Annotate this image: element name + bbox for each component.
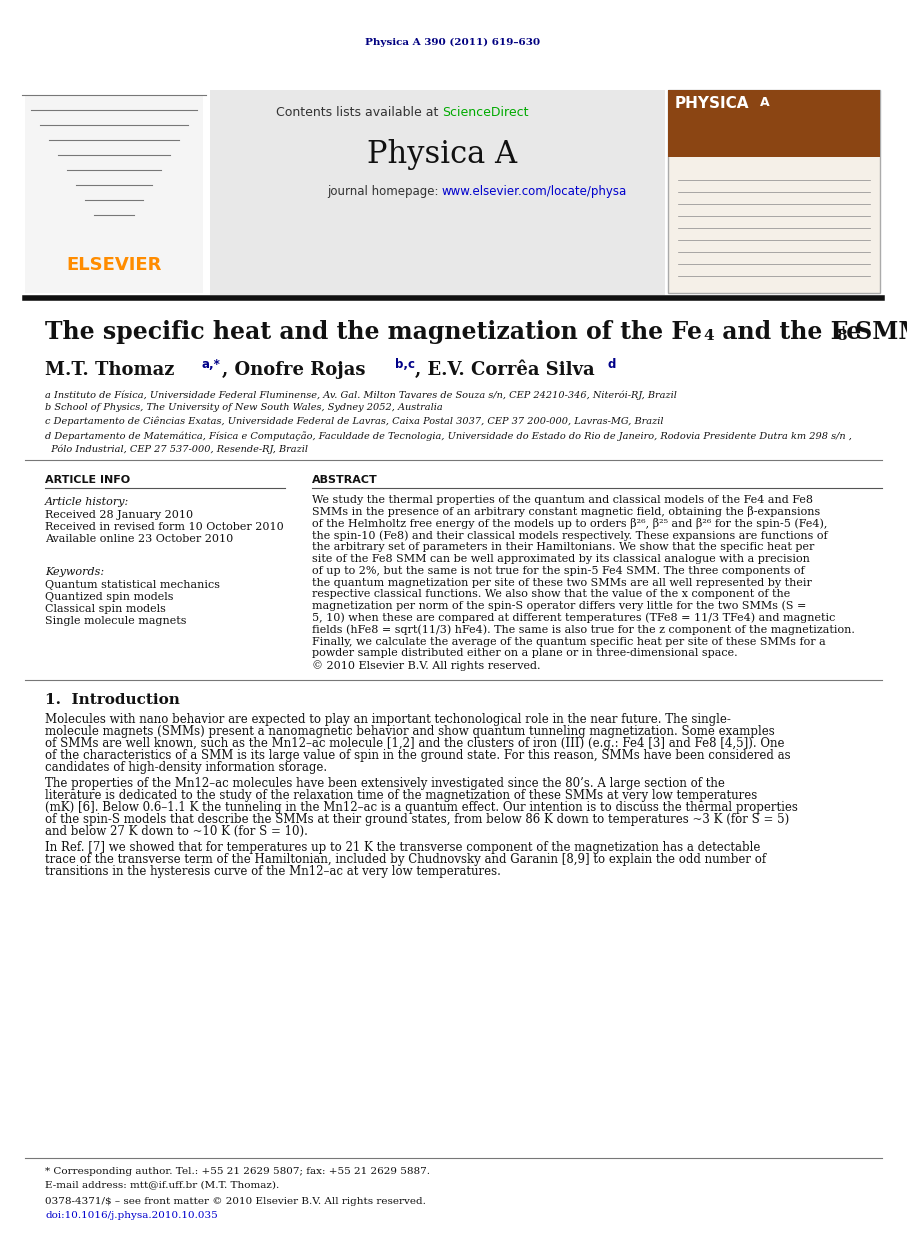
Text: magnetization per norm of the spin-S operator differs very little for the two SM: magnetization per norm of the spin-S ope… <box>312 600 806 612</box>
Text: and the Fe: and the Fe <box>714 319 862 344</box>
Text: In Ref. [7] we showed that for temperatures up to 21 K the transverse component : In Ref. [7] we showed that for temperatu… <box>45 842 760 854</box>
Text: Received in revised form 10 October 2010: Received in revised form 10 October 2010 <box>45 522 284 532</box>
Text: Molecules with nano behavior are expected to play an important techonological ro: Molecules with nano behavior are expecte… <box>45 713 731 727</box>
Text: PHYSICA: PHYSICA <box>675 95 749 110</box>
Text: SMMs: SMMs <box>847 319 907 344</box>
Text: respective classical functions. We also show that the value of the x component o: respective classical functions. We also … <box>312 589 790 599</box>
Text: E-mail address: mtt@if.uff.br (M.T. Thomaz).: E-mail address: mtt@if.uff.br (M.T. Thom… <box>45 1181 279 1190</box>
FancyBboxPatch shape <box>210 90 665 295</box>
Text: literature is dedicated to the study of the relaxation time of the magnetization: literature is dedicated to the study of … <box>45 790 757 802</box>
Text: 1.  Introduction: 1. Introduction <box>45 693 180 707</box>
Text: A: A <box>760 97 770 109</box>
FancyBboxPatch shape <box>668 90 880 157</box>
Text: Contents lists available at: Contents lists available at <box>276 105 442 119</box>
Text: ABSTRACT: ABSTRACT <box>312 475 377 485</box>
Text: of the spin-S models that describe the SMMs at their ground states, from below 8: of the spin-S models that describe the S… <box>45 813 789 826</box>
Text: (mK) [6]. Below 0.6–1.1 K the tunneling in the Mn12–ac is a quantum effect. Our : (mK) [6]. Below 0.6–1.1 K the tunneling … <box>45 801 798 815</box>
Text: of SMMs are well known, such as the Mn12–ac molecule [1,2] and the clusters of i: of SMMs are well known, such as the Mn12… <box>45 737 785 750</box>
Text: * Corresponding author. Tel.: +55 21 2629 5807; fax: +55 21 2629 5887.: * Corresponding author. Tel.: +55 21 262… <box>45 1167 430 1176</box>
Text: the arbitrary set of parameters in their Hamiltonians. We show that the specific: the arbitrary set of parameters in their… <box>312 542 814 552</box>
Text: ELSEVIER: ELSEVIER <box>66 256 161 274</box>
Text: transitions in the hysteresis curve of the Mn12–ac at very low temperatures.: transitions in the hysteresis curve of t… <box>45 865 501 878</box>
Text: 4: 4 <box>703 329 714 343</box>
Text: We study the thermal properties of the quantum and classical models of the Fe4 a: We study the thermal properties of the q… <box>312 495 813 505</box>
Text: M.T. Thomaz: M.T. Thomaz <box>45 361 180 379</box>
Text: and below 27 K down to ~10 K (for S = 10).: and below 27 K down to ~10 K (for S = 10… <box>45 825 307 838</box>
Text: Quantum statistical mechanics: Quantum statistical mechanics <box>45 579 220 591</box>
Text: of the Helmholtz free energy of the models up to orders β²⁶, β²⁵ and β²⁶ for the: of the Helmholtz free energy of the mode… <box>312 517 827 529</box>
FancyBboxPatch shape <box>25 95 203 293</box>
Text: d: d <box>608 359 617 371</box>
Text: Finally, we calculate the average of the quantum specific heat per site of these: Finally, we calculate the average of the… <box>312 636 825 646</box>
Text: Pólo Industrial, CEP 27 537-000, Resende-RJ, Brazil: Pólo Industrial, CEP 27 537-000, Resende… <box>45 444 308 454</box>
Text: b School of Physics, The University of New South Wales, Sydney 2052, Australia: b School of Physics, The University of N… <box>45 404 443 412</box>
Text: www.elsevier.com/locate/physa: www.elsevier.com/locate/physa <box>442 186 628 198</box>
Text: of the characteristics of a SMM is its large value of spin in the ground state. : of the characteristics of a SMM is its l… <box>45 749 791 761</box>
Text: a,*: a,* <box>202 359 221 371</box>
Text: Physica A 390 (2011) 619–630: Physica A 390 (2011) 619–630 <box>366 37 541 47</box>
Text: 5, 10) when these are compared at different temperatures (TFe8 = 11/3 TFe4) and : 5, 10) when these are compared at differ… <box>312 613 835 623</box>
Text: Article history:: Article history: <box>45 496 130 508</box>
Text: Physica A: Physica A <box>367 140 517 171</box>
Text: © 2010 Elsevier B.V. All rights reserved.: © 2010 Elsevier B.V. All rights reserved… <box>312 660 541 671</box>
Text: site of the Fe8 SMM can be well approximated by its classical analogue with a pr: site of the Fe8 SMM can be well approxim… <box>312 553 810 565</box>
Text: fields (hFe8 = sqrt(11/3) hFe4). The same is also true for the z component of th: fields (hFe8 = sqrt(11/3) hFe4). The sam… <box>312 624 855 635</box>
Text: journal homepage:: journal homepage: <box>327 186 442 198</box>
Text: doi:10.1016/j.physa.2010.10.035: doi:10.1016/j.physa.2010.10.035 <box>45 1211 218 1219</box>
Text: 8: 8 <box>836 329 846 343</box>
Text: Available online 23 October 2010: Available online 23 October 2010 <box>45 534 233 543</box>
Text: candidates of high-density information storage.: candidates of high-density information s… <box>45 760 327 774</box>
Text: , E.V. Corrêa Silva: , E.V. Corrêa Silva <box>415 360 600 379</box>
Text: SMMs in the presence of an arbitrary constant magnetic field, obtaining the β-ex: SMMs in the presence of an arbitrary con… <box>312 506 820 517</box>
Text: a Instituto de Física, Universidade Federal Fluminense, Av. Gal. Milton Tavares : a Instituto de Física, Universidade Fede… <box>45 390 677 400</box>
Text: Classical spin models: Classical spin models <box>45 604 166 614</box>
Text: The properties of the Mn12–ac molecules have been extensively investigated since: The properties of the Mn12–ac molecules … <box>45 777 725 791</box>
Text: powder sample distributed either on a plane or in three-dimensional space.: powder sample distributed either on a pl… <box>312 649 737 659</box>
Text: of up to 2%, but the same is not true for the spin-5 Fe4 SMM. The three componen: of up to 2%, but the same is not true fo… <box>312 566 805 576</box>
FancyBboxPatch shape <box>668 90 880 293</box>
Text: , Onofre Rojas: , Onofre Rojas <box>222 361 372 379</box>
Text: molecule magnets (SMMs) present a nanomagnetic behavior and show quantum tunneli: molecule magnets (SMMs) present a nanoma… <box>45 725 775 738</box>
Text: ARTICLE INFO: ARTICLE INFO <box>45 475 130 485</box>
Text: b,c: b,c <box>395 359 415 371</box>
Text: ScienceDirect: ScienceDirect <box>442 105 529 119</box>
Text: the spin-10 (Fe8) and their classical models respectively. These expansions are : the spin-10 (Fe8) and their classical mo… <box>312 530 827 541</box>
Text: trace of the transverse term of the Hamiltonian, included by Chudnovsky and Gara: trace of the transverse term of the Hami… <box>45 853 766 867</box>
Text: The specific heat and the magnetization of the Fe: The specific heat and the magnetization … <box>45 319 702 344</box>
Text: c Departamento de Ciências Exatas, Universidade Federal de Lavras, Caixa Postal : c Departamento de Ciências Exatas, Unive… <box>45 416 664 426</box>
Text: d Departamento de Matemática, Física e Computação, Faculdade de Tecnologia, Univ: d Departamento de Matemática, Física e C… <box>45 431 852 441</box>
Text: Single molecule magnets: Single molecule magnets <box>45 617 187 626</box>
Text: Received 28 January 2010: Received 28 January 2010 <box>45 510 193 520</box>
Text: 0378-4371/$ – see front matter © 2010 Elsevier B.V. All rights reserved.: 0378-4371/$ – see front matter © 2010 El… <box>45 1197 426 1207</box>
Text: Keywords:: Keywords: <box>45 567 104 577</box>
Text: Quantized spin models: Quantized spin models <box>45 592 173 602</box>
Text: the quantum magnetization per site of these two SMMs are all well represented by: the quantum magnetization per site of th… <box>312 578 812 588</box>
